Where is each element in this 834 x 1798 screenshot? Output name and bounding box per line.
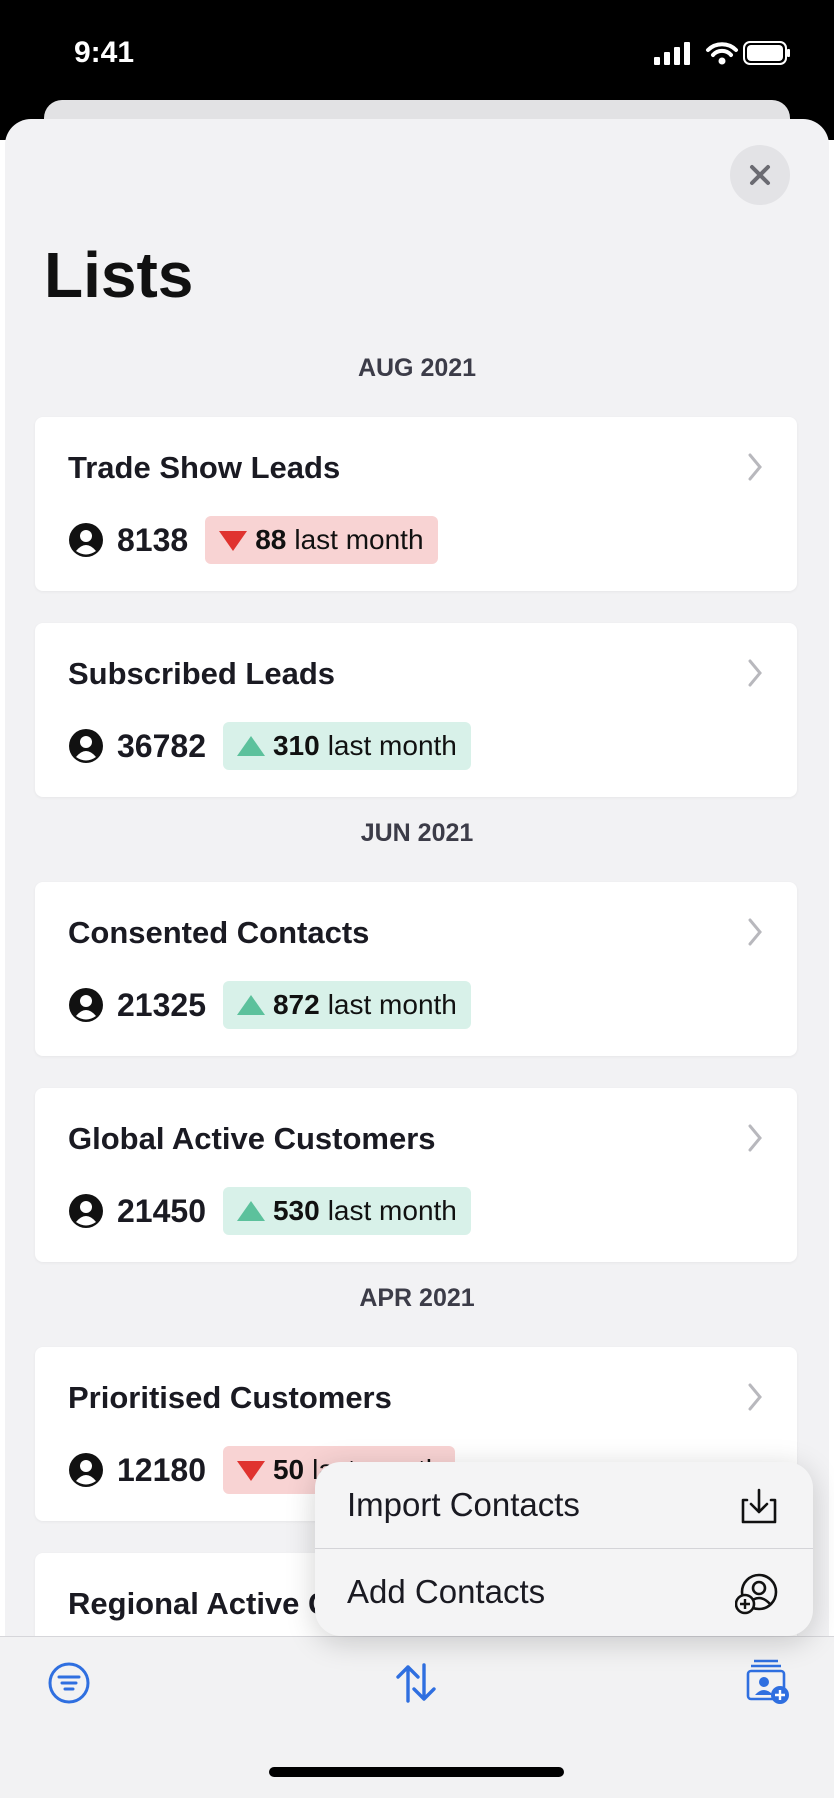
- menu-item[interactable]: Add Contacts: [347, 1573, 546, 1610]
- section-label: AUG 2021: [357, 354, 477, 382]
- section-label: APR 2021: [359, 1284, 475, 1312]
- change-badge: 88 last month: [205, 516, 438, 564]
- stats-row: 21325 872 last month: [68, 981, 471, 1029]
- change-suffix: last month: [327, 1195, 457, 1226]
- list-card[interactable]: Subscribed Leads 36782 310 last month: [35, 623, 797, 797]
- change-suffix: last month: [327, 989, 457, 1020]
- contact-count: 21325: [117, 986, 206, 1023]
- list-card[interactable]: Trade Show Leads 8138 88 last month: [35, 417, 797, 591]
- change-badge: 310 last month: [222, 722, 471, 770]
- chevron: [748, 1124, 762, 1152]
- page-title: Lists: [44, 239, 194, 311]
- contact-count: 36782: [117, 727, 206, 764]
- status-icons: [654, 41, 790, 65]
- list-card[interactable]: Global Active Customers 21450 530 last mont…: [35, 1088, 797, 1262]
- stats-row: 21450 530 last month: [68, 1187, 471, 1235]
- toolbar: [0, 1636, 834, 1798]
- change-value: 88: [255, 524, 287, 555]
- stats-row: 8138 88 last month: [68, 516, 438, 564]
- contact-icon: [69, 988, 103, 1022]
- list-name: Trade Show Leads: [68, 450, 341, 485]
- filter-button[interactable]: [47, 1661, 91, 1705]
- add-contact-icon: [735, 1573, 778, 1615]
- change-suffix: last month: [294, 524, 424, 555]
- list-name: Subscribed Leads: [68, 656, 336, 691]
- close-button[interactable]: [730, 145, 790, 205]
- home-indicator: [269, 1767, 564, 1777]
- contact-count: 8138: [117, 521, 189, 558]
- divider: [315, 1548, 813, 1549]
- change-badge: 872 last month: [222, 981, 471, 1029]
- list-name: Global Active Customers: [68, 1121, 436, 1156]
- change-value: 50: [272, 1454, 305, 1485]
- change-value: 872: [272, 989, 320, 1020]
- contact-icon: [69, 523, 103, 557]
- list-name: Consented Contacts: [68, 915, 370, 950]
- change-value: 310: [272, 730, 320, 761]
- contact-icon: [69, 1453, 103, 1487]
- contact-icon: [69, 729, 103, 763]
- change-badge: 530 last month: [222, 1187, 471, 1235]
- sort-button[interactable]: [394, 1661, 438, 1705]
- contact-icon: [69, 1194, 103, 1228]
- trend-arrow: [236, 1201, 265, 1221]
- change-suffix: last month: [327, 730, 457, 761]
- chevron: [748, 918, 762, 946]
- stats-row: 36782 310 last month: [68, 722, 471, 770]
- change-value: 530: [272, 1195, 320, 1226]
- chevron: [748, 453, 762, 481]
- list-card[interactable]: Consented Contacts 21325 872 last month: [35, 882, 797, 1056]
- section-label: JUN 2021: [360, 819, 474, 847]
- contact-count: 12180: [117, 1451, 206, 1488]
- trend-arrow: [236, 1461, 265, 1481]
- chevron: [748, 1383, 762, 1411]
- trend-arrow: [219, 531, 248, 551]
- trend-arrow: [236, 995, 265, 1015]
- chevron: [748, 659, 762, 687]
- menu-item[interactable]: Import Contacts: [347, 1486, 580, 1523]
- add-list-button[interactable]: [744, 1657, 790, 1705]
- contact-count: 21450: [117, 1192, 206, 1229]
- trend-arrow: [236, 736, 265, 756]
- action-menu: Import Contacts Add Contacts: [315, 1462, 813, 1636]
- time: 9:41: [74, 36, 135, 69]
- list-name: Prioritised Customers: [68, 1380, 392, 1415]
- import-icon: [741, 1488, 777, 1524]
